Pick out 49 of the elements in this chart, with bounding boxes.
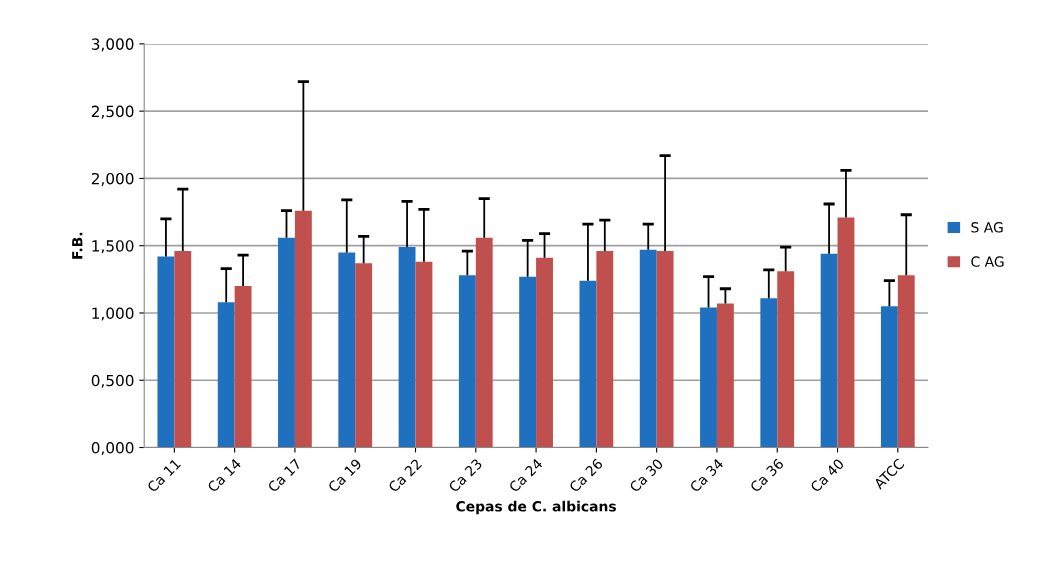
bar [355,263,373,448]
y-tick-label: 2,000 [91,172,134,187]
x-tick-label: Ca 14 [206,457,242,493]
bar [820,253,838,448]
bar [760,298,778,448]
legend-label: C AG [971,256,1004,267]
bar [217,302,235,448]
x-tick-label: Ca 17 [267,458,302,493]
bar [398,247,416,448]
bar [519,276,537,448]
bar [837,217,855,448]
bar [338,252,356,448]
x-tick-label: Ca 23 [448,458,483,493]
bar [475,237,493,448]
bar [415,261,433,448]
x-tick-label: Ca 36 [749,458,785,493]
bar [700,307,717,448]
y-tick-label: 3,000 [91,38,134,52]
bar [897,275,915,448]
y-tick-label: 0,000 [91,441,134,456]
x-tick-label: Ca 11 [146,458,182,493]
x-axis-title: Cepas de C. albicans [456,500,616,515]
bar [174,251,192,448]
bar [777,271,795,448]
y-tick-label: 1,500 [92,240,134,254]
x-tick-label: Ca 34 [689,457,724,493]
bar [596,251,614,448]
bar [458,275,476,448]
y-tick-label: 1,000 [92,307,134,321]
bar [536,257,553,448]
x-tick-label: Ca 24 [508,457,544,493]
y-tick-label: 2,500 [91,105,134,119]
legend-label: S AG [971,222,1003,233]
x-tick-label: Ca 26 [568,458,604,493]
bar [294,210,312,448]
x-tick-label: Ca 19 [327,458,363,493]
bar [234,286,252,448]
x-tick-label: Ca 30 [628,458,664,493]
bar [716,303,734,448]
bar [579,280,597,448]
x-tick-label: Ca 40 [809,458,845,493]
bar [656,251,674,448]
bar [157,256,175,448]
y-tick-label: 0,500 [91,374,134,388]
bar [278,237,295,448]
y-axis-title: F.B. [72,232,83,259]
x-tick-label: Ca 22 [387,458,423,493]
bar [880,306,898,448]
bar [639,249,657,448]
